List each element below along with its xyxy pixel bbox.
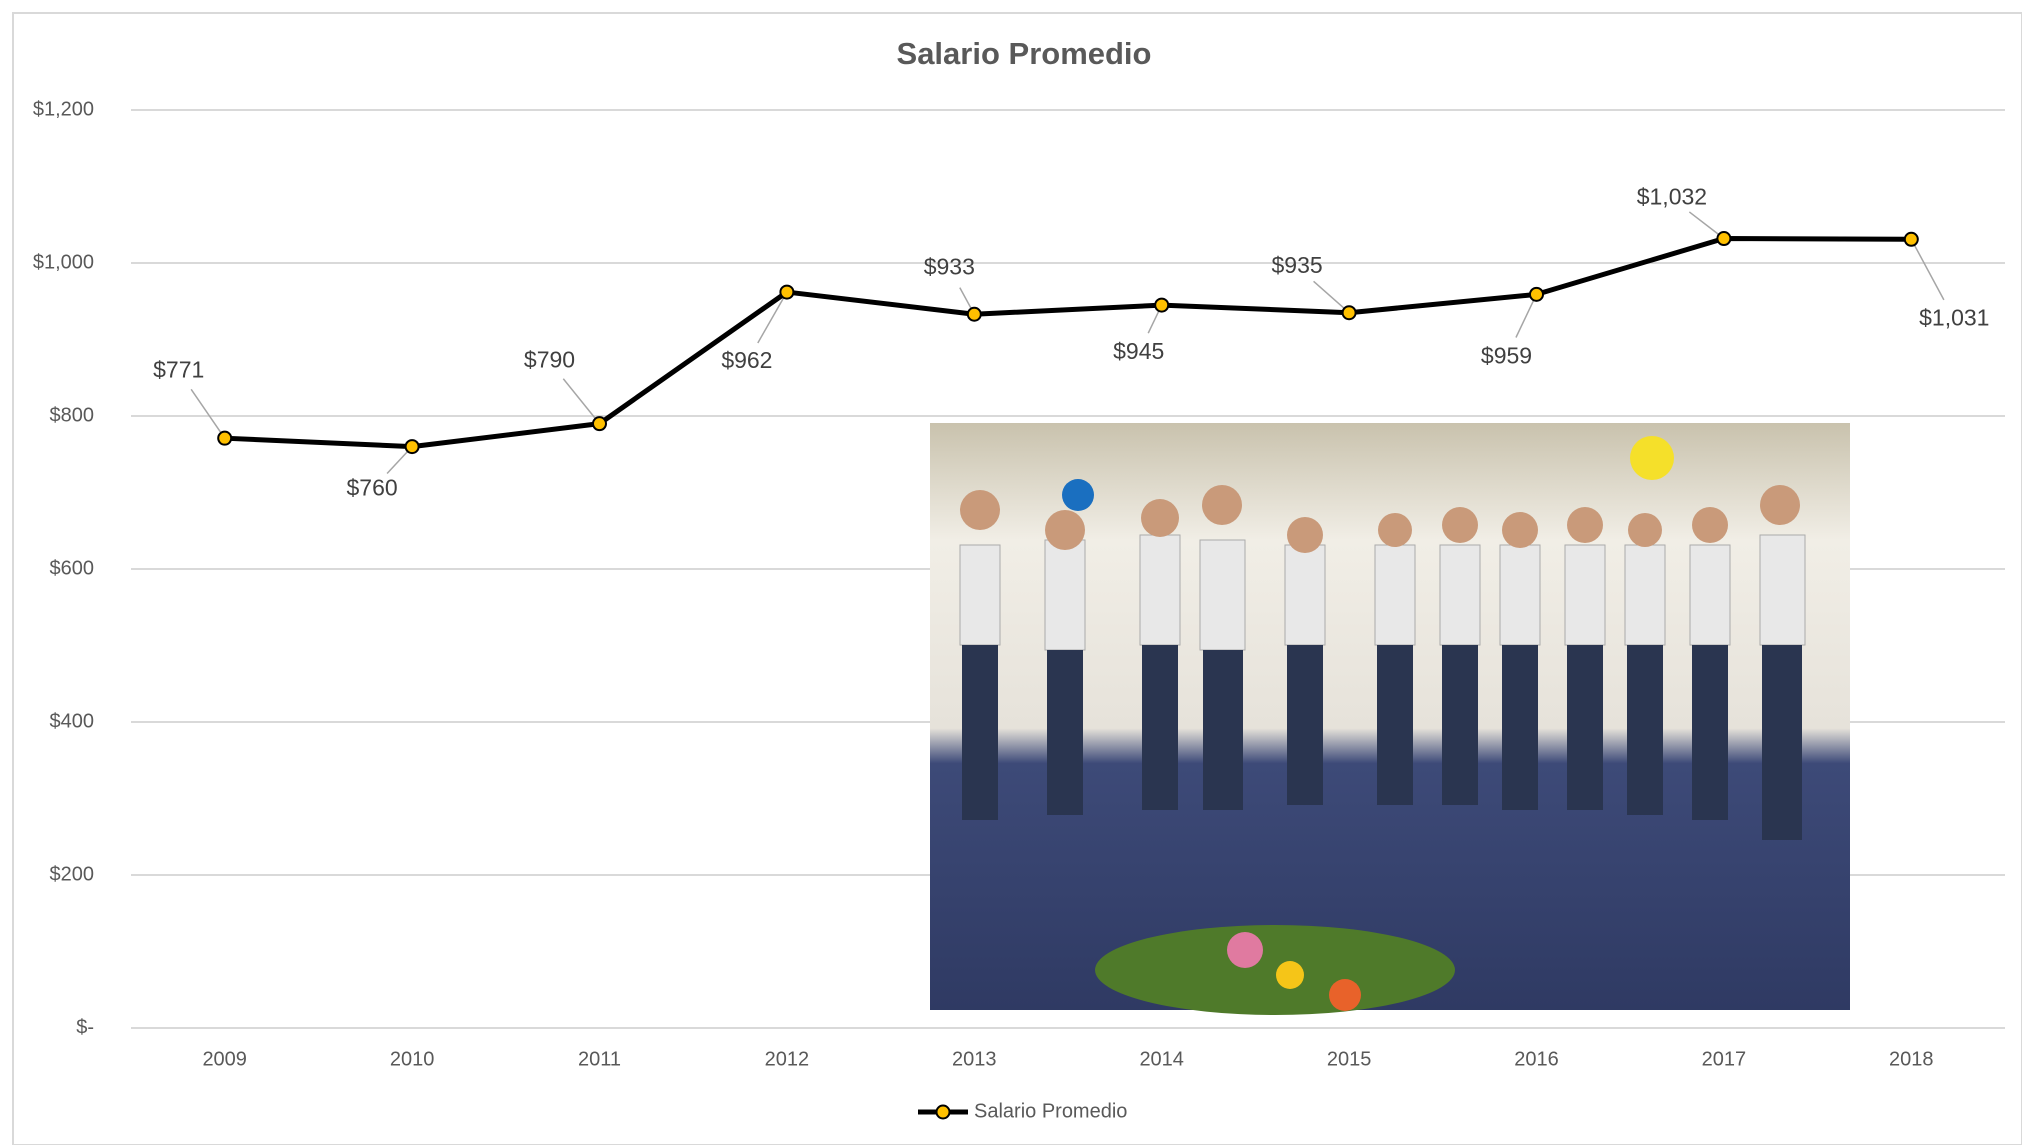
data-label: $933 xyxy=(924,253,975,279)
y-tick-label: $800 xyxy=(50,404,95,426)
data-label: $935 xyxy=(1272,252,1323,278)
data-point xyxy=(1154,297,1170,313)
leader-line xyxy=(1515,294,1538,338)
data-point xyxy=(1341,305,1357,321)
x-tick-label: 2017 xyxy=(1702,1048,1747,1070)
y-tick-label: $200 xyxy=(50,863,95,885)
y-tick-label: $1,000 xyxy=(33,251,94,273)
data-point xyxy=(779,284,795,300)
data-label: $1,031 xyxy=(1919,304,1989,330)
data-point xyxy=(217,430,233,446)
data-label: $1,032 xyxy=(1637,184,1707,210)
data-point xyxy=(1529,286,1544,302)
legend-label: Salario Promedio xyxy=(974,1100,1127,1122)
x-tick-label: 2016 xyxy=(1514,1048,1559,1070)
x-tick-label: 2013 xyxy=(952,1048,997,1070)
data-label: $771 xyxy=(153,356,204,382)
leader-line xyxy=(1910,238,1945,301)
leader-line xyxy=(1313,280,1350,314)
legend: Salario Promedio xyxy=(918,1100,1127,1122)
leader-line xyxy=(190,388,226,439)
data-label: $959 xyxy=(1481,342,1532,368)
leader-line xyxy=(757,291,788,344)
legend-marker xyxy=(935,1104,951,1120)
data-line xyxy=(224,236,1912,450)
x-tick-label: 2015 xyxy=(1327,1048,1372,1070)
x-tick-label: 2011 xyxy=(578,1048,621,1070)
data-point xyxy=(404,439,420,455)
data-label: $790 xyxy=(524,347,575,373)
data-point xyxy=(1903,231,1919,247)
y-tick-label: $600 xyxy=(50,557,95,579)
data-point xyxy=(592,416,607,432)
photo xyxy=(930,423,1850,1015)
y-tick-label: $400 xyxy=(50,710,95,732)
data-point xyxy=(966,306,982,322)
data-point xyxy=(1716,231,1732,247)
data-label: $760 xyxy=(347,475,398,501)
data-label: $945 xyxy=(1113,338,1164,364)
chart-title: Salario Promedio xyxy=(897,36,1152,71)
leader-line xyxy=(562,378,601,425)
plot: $771 $760 $790 $962 $933 $945 $935 $959 $1,032 $1… xyxy=(153,184,1989,501)
x-tick-label: 2009 xyxy=(202,1048,247,1070)
x-tick-label: 2012 xyxy=(765,1048,810,1070)
x-tick-label: 2010 xyxy=(390,1048,435,1070)
x-tick-label: 2018 xyxy=(1889,1048,1934,1070)
y-tick-label: $- xyxy=(76,1016,94,1038)
data-label: $962 xyxy=(721,347,772,373)
y-tick-label: $1,200 xyxy=(33,98,94,120)
x-tick-label: 2014 xyxy=(1139,1048,1184,1070)
